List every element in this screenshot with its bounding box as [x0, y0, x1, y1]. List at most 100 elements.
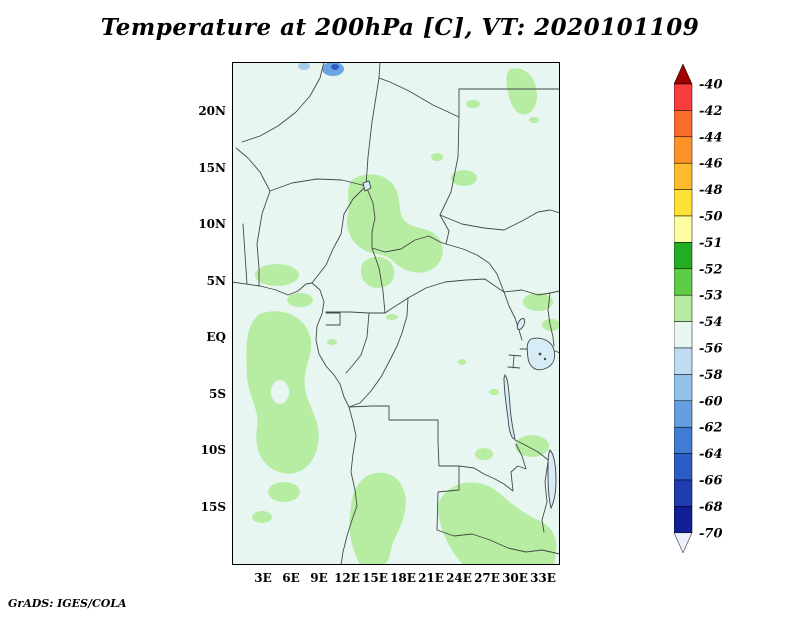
lon-tick-label: 33E [530, 571, 556, 585]
border-line [458, 443, 527, 492]
lon-tick-label: 9E [310, 571, 328, 585]
border-line [241, 62, 325, 143]
border-line [348, 297, 409, 408]
colorbar-segment [673, 215, 693, 243]
map-frame [232, 62, 560, 565]
border-line [439, 209, 560, 231]
lat-tick-label: 20N [198, 104, 226, 118]
shade-hole [271, 380, 289, 404]
colorbar-segment [673, 162, 693, 190]
colorbar-segment [673, 347, 693, 375]
shade-patch [523, 293, 553, 311]
shade-patch [451, 170, 477, 186]
colorbar-label: -66 [699, 474, 723, 489]
lon-tick-label: 3E [254, 571, 272, 585]
colorbar-label: -60 [699, 394, 723, 409]
shade-patch [386, 314, 398, 320]
colorbar-label: -70 [699, 526, 723, 541]
border-line [325, 311, 386, 314]
lake-tanganyika [503, 374, 516, 440]
colorbar-label: -52 [699, 262, 723, 277]
shade-patch [475, 448, 493, 460]
map-area [232, 62, 560, 565]
plot-title: Temperature at 200hPa [C], VT: 202010110… [100, 14, 700, 41]
colorbar-svg: -40 -42 -44 -46 -48 -50 -51 -52 -53 -54 -56 -58 -60 -… [673, 63, 723, 554]
lon-tick-label: 18E [390, 571, 416, 585]
lat-tick-label: 5N [206, 273, 226, 288]
lake-albert [516, 317, 526, 331]
lon-tick-label: 15E [362, 571, 388, 585]
map-svg [232, 62, 560, 565]
lon-tick-label: 12E [334, 571, 360, 585]
border-line [439, 88, 460, 216]
colorbar-segment [673, 242, 693, 270]
colorbar-label: -58 [699, 368, 723, 383]
border-line [541, 461, 549, 533]
colorbar-segment [673, 479, 693, 507]
shade-patch [458, 359, 466, 365]
border-line [365, 62, 381, 187]
shade-patch [438, 482, 557, 565]
border-line [439, 214, 450, 245]
border-line [436, 529, 560, 555]
border-line [311, 185, 367, 284]
colorbar-label: -64 [699, 447, 723, 462]
cold-patch [298, 62, 310, 70]
shade-patch [252, 511, 272, 523]
shade-patch [466, 100, 480, 108]
border-line [235, 147, 271, 192]
lake-malawi [547, 449, 557, 510]
border-line [378, 77, 460, 118]
colorbar-arrow-top [673, 63, 693, 85]
lat-tick-label: 10N [198, 217, 226, 231]
shade-patch [327, 339, 337, 345]
border-line [503, 291, 523, 341]
shade-patch [360, 256, 395, 288]
colorbar-label: -53 [699, 289, 723, 304]
colorbar-segment [673, 506, 693, 534]
colorbar: -40 -42 -44 -46 -48 -50 -51 -52 -53 -54 -56 -58 -60 -… [673, 63, 744, 564]
border-line [507, 354, 522, 369]
border-line [269, 178, 367, 192]
colorbar-segment [673, 321, 693, 349]
lon-tick-label: 6E [282, 571, 300, 585]
colorbar-segment [673, 400, 693, 428]
colorbar-label: -56 [699, 342, 723, 357]
country-borders [232, 62, 560, 565]
border-line [407, 278, 505, 299]
border-line [371, 235, 447, 253]
colorbar-segment [673, 189, 693, 217]
colorbar-label: -50 [699, 210, 723, 225]
lon-tick-label: 30E [502, 571, 528, 585]
colorbar-label: -54 [699, 315, 723, 330]
colorbar-segment [673, 110, 693, 138]
lat-tick-label: 5S [208, 386, 226, 401]
lake-chad [362, 180, 372, 192]
lat-tick-label: 15S [200, 499, 226, 514]
border-line [365, 185, 376, 249]
colorbar-label: -48 [699, 183, 723, 198]
lon-tick-label: 24E [446, 571, 472, 585]
colorbar-segment [673, 374, 693, 402]
border-line [503, 289, 560, 296]
colorbar-label: -40 [699, 78, 723, 93]
lat-tick-label: 15N [198, 160, 226, 175]
lat-tick-label: 10S [200, 443, 226, 457]
shade-patch [515, 435, 549, 457]
colorbar-segment [673, 136, 693, 164]
border-line [547, 292, 555, 347]
colorbar-label: -68 [699, 500, 723, 515]
shade-patch [287, 293, 313, 307]
shade-patch [431, 153, 443, 161]
lon-tick-label: 27E [474, 571, 500, 585]
shade-patch [506, 68, 537, 115]
colorbar-segment [673, 426, 693, 454]
border-line [256, 190, 271, 287]
lake-island-dot [543, 357, 547, 361]
border-line [348, 405, 460, 467]
border-line [384, 297, 409, 314]
cold-patch-core [331, 64, 339, 70]
colorbar-segment [673, 83, 693, 111]
border-line [325, 312, 341, 326]
